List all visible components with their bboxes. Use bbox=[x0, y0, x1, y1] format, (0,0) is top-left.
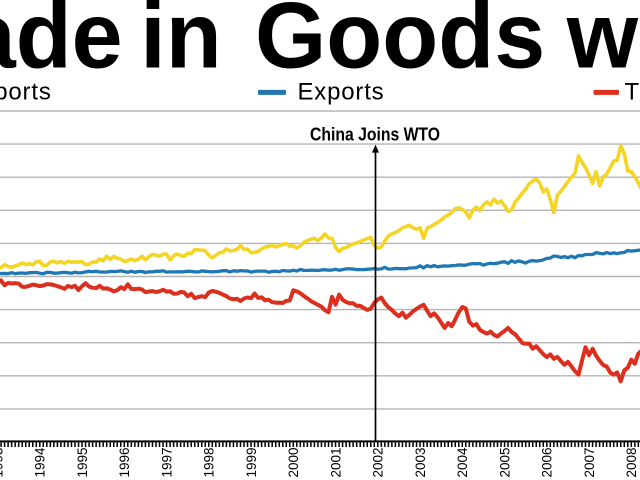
svg-text:1999: 1999 bbox=[244, 447, 259, 477]
svg-text:China Joins WTO: China Joins WTO bbox=[310, 125, 440, 145]
svg-text:1993: 1993 bbox=[0, 447, 5, 477]
svg-text:2001: 2001 bbox=[328, 447, 343, 477]
svg-text:1995: 1995 bbox=[75, 447, 90, 477]
svg-text:2003: 2003 bbox=[413, 447, 428, 477]
svg-text:2005: 2005 bbox=[497, 447, 512, 477]
svg-text:Trade Balance: Trade Balance bbox=[625, 78, 640, 105]
svg-text:Imports: Imports bbox=[0, 78, 52, 105]
svg-text:Trade in Goods with China: Trade in Goods with China bbox=[0, 0, 640, 88]
svg-text:1998: 1998 bbox=[202, 447, 217, 477]
svg-text:Exports: Exports bbox=[298, 78, 385, 105]
svg-text:2007: 2007 bbox=[582, 447, 597, 477]
svg-text:2000: 2000 bbox=[286, 447, 301, 477]
svg-text:1996: 1996 bbox=[117, 447, 132, 477]
svg-text:2006: 2006 bbox=[540, 447, 555, 477]
svg-text:2008: 2008 bbox=[624, 447, 639, 477]
svg-text:1994: 1994 bbox=[33, 447, 48, 478]
svg-text:1997: 1997 bbox=[160, 447, 175, 477]
svg-text:2004: 2004 bbox=[455, 447, 470, 478]
svg-text:2002: 2002 bbox=[371, 447, 386, 477]
